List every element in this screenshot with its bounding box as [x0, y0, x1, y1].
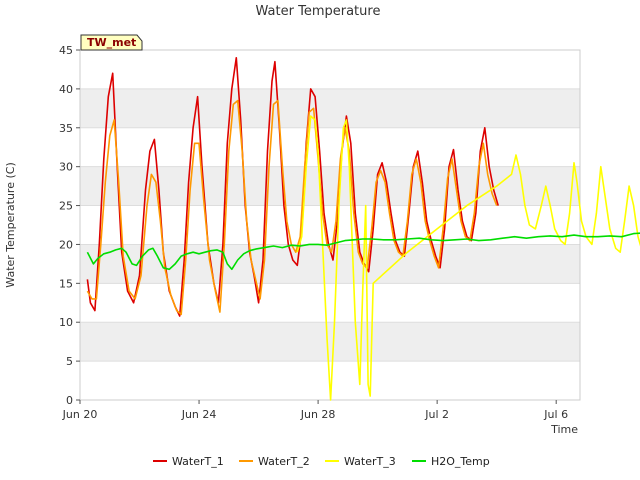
x-tick-label: Jul 2 — [424, 408, 449, 421]
y-axis: 0 5 10 15 20 25 30 35 40 45 — [59, 44, 80, 407]
y-tick-label: 35 — [59, 122, 73, 135]
grid-band — [80, 88, 580, 128]
legend: WaterT_1 WaterT_2 WaterT_3 H2O_Temp — [153, 455, 490, 468]
x-tick-label: Jun 28 — [300, 408, 336, 421]
series-line-watert_2 — [86, 99, 498, 316]
legend-label-watert_1: WaterT_1 — [172, 455, 224, 468]
y-tick-label: 40 — [59, 83, 73, 96]
series-line-h2o_temp — [86, 232, 640, 271]
grid-band — [80, 127, 580, 167]
grid-band — [80, 283, 580, 323]
grid-band — [80, 322, 580, 362]
tw-met-badge: TW_met — [80, 34, 143, 51]
plot-background — [80, 50, 580, 401]
y-tick-label: 5 — [66, 355, 73, 368]
y-tick-label: 45 — [59, 44, 73, 57]
x-tick-label: Jun 24 — [181, 408, 217, 421]
y-tick-label: 0 — [66, 394, 73, 407]
legend-label-watert_2: WaterT_2 — [258, 455, 310, 468]
x-axis-label: Time — [550, 423, 578, 436]
grid-band — [80, 205, 580, 245]
series-lines — [86, 56, 640, 401]
y-tick-label: 20 — [59, 238, 73, 251]
legend-label-watert_3: WaterT_3 — [344, 455, 396, 468]
legend-label-h2o_temp: H2O_Temp — [431, 455, 490, 468]
y-tick-label: 10 — [59, 316, 73, 329]
y-axis-label: Water Temperature (C) — [4, 162, 17, 287]
x-tick-label: Jul 6 — [543, 408, 568, 421]
y-tick-label: 25 — [59, 200, 73, 213]
badge-label: TW_met — [87, 36, 136, 49]
x-tick-label: Jun 20 — [62, 408, 98, 421]
y-tick-label: 30 — [59, 161, 73, 174]
grid-band — [80, 50, 580, 89]
chart-title: Water Temperature — [256, 4, 381, 19]
series-line-watert_3 — [296, 115, 640, 401]
x-axis: Jun 20 Jun 24 Jun 28 Jul 2 Jul 6 — [62, 400, 568, 421]
y-tick-label: 15 — [59, 277, 73, 290]
grid-band — [80, 166, 580, 206]
